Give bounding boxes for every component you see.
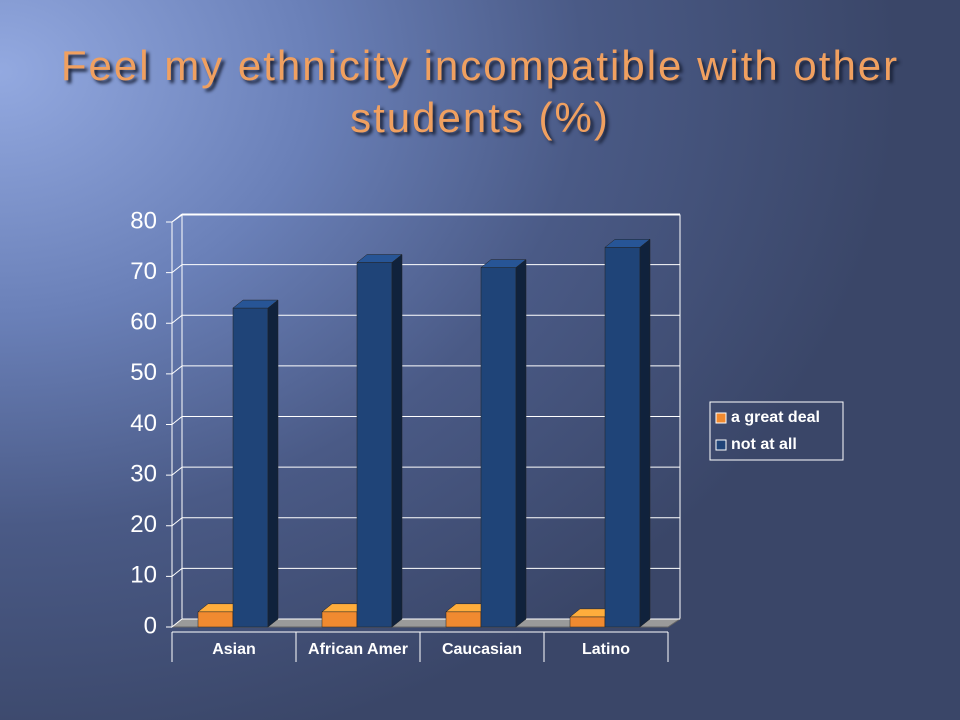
grid-line (171, 264, 183, 274)
x-tick-label: Latino (582, 641, 630, 658)
bar-front (604, 247, 641, 628)
bar-front (321, 611, 358, 628)
x-tick-label: Asian (212, 641, 256, 658)
grid-line (171, 314, 183, 324)
bar-side (639, 238, 651, 628)
legend-label: not at all (731, 436, 797, 453)
bar-front (232, 307, 269, 628)
grid-line (171, 466, 183, 476)
bar (480, 259, 527, 628)
grid-line (171, 567, 183, 577)
grid-line (171, 365, 183, 375)
y-tick-label: 80 (130, 207, 157, 234)
legend-swatch (715, 412, 727, 424)
y-tick-label: 40 (130, 410, 157, 437)
bar-front (445, 611, 482, 628)
y-tick-label: 30 (130, 460, 157, 487)
bar-front (569, 616, 606, 628)
grid-line (171, 517, 183, 527)
slide-title: Feel my ethnicity incompatible with othe… (60, 42, 900, 141)
bar-side (267, 299, 279, 628)
legend-swatch (715, 439, 727, 451)
grid-line (171, 416, 183, 425)
legend-box (709, 401, 844, 461)
legend-label: a great deal (731, 409, 820, 426)
bar (356, 253, 403, 628)
y-tick-label: 20 (130, 511, 157, 538)
grid-line (171, 213, 183, 223)
bar-front (356, 262, 393, 628)
bar (232, 299, 279, 628)
y-tick-label: 10 (130, 562, 157, 589)
bar-side (391, 253, 403, 628)
bar-front (480, 267, 517, 628)
y-tick-label: 60 (130, 309, 157, 336)
x-tick-label: African Amer (308, 641, 408, 658)
bar-front (197, 611, 234, 628)
bar (604, 238, 651, 628)
y-tick-label: 50 (130, 359, 157, 386)
y-tick-label: 70 (130, 258, 157, 285)
grid-line (171, 618, 183, 628)
bar-side (515, 259, 527, 628)
y-tick-label: 0 (144, 612, 157, 639)
x-tick-label: Caucasian (442, 641, 522, 658)
